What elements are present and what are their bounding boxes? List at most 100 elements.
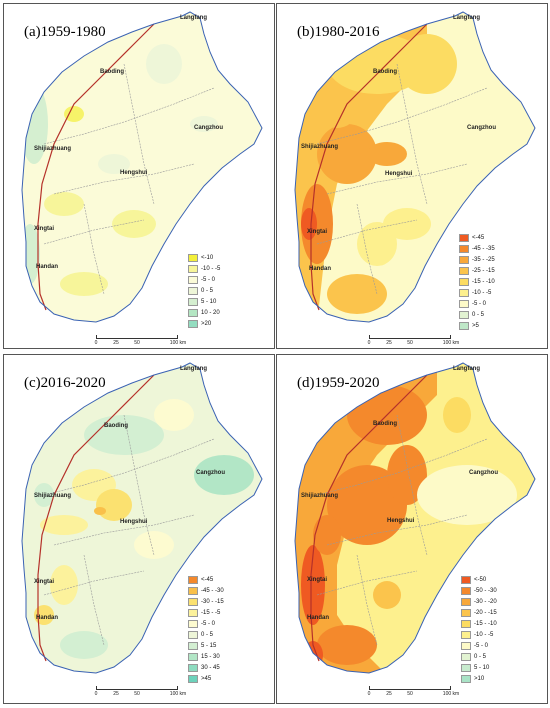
legend-label: -10 - -5 — [201, 265, 221, 272]
legend-swatch — [188, 608, 198, 617]
legend-label: -5 - 0 — [201, 620, 216, 627]
legend-label: >45 — [201, 675, 212, 682]
legend-entry: >45 — [188, 673, 224, 684]
legend-swatch — [461, 663, 471, 672]
legend-label: -30 - -15 — [201, 598, 224, 605]
admin-lines — [43, 414, 215, 646]
city-handan: Handan — [309, 266, 332, 272]
legend-swatch — [461, 641, 471, 650]
legend-swatch — [459, 310, 469, 319]
city-langfang: Langfang — [180, 366, 207, 372]
city-xingtai: Xingtai — [307, 229, 328, 235]
admin-lines — [316, 414, 488, 646]
legend-label: <-45 — [201, 576, 214, 583]
legend-swatch — [461, 630, 471, 639]
legend-entry: -10 - -5 — [461, 629, 497, 640]
legend-label: <-45 — [472, 234, 485, 241]
legend-label: -25 - -15 — [472, 267, 495, 274]
city-shijiazhuang: Shijiazhuang — [34, 493, 72, 499]
city-hengshui: Hengshui — [120, 519, 148, 525]
legend-swatch — [188, 597, 198, 606]
legend-label: 30 - 45 — [201, 664, 220, 671]
legend-entry: -5 - 0 — [459, 298, 495, 309]
legend-label: 0 - 5 — [201, 287, 214, 294]
map-panel-c: (c)2016-2020 Langfang Baoding Cangzhou S… — [3, 354, 275, 704]
legend-swatch — [188, 652, 198, 661]
scale-tick-0: 0 — [367, 340, 371, 346]
legend-swatch — [461, 575, 471, 584]
legend-label: 10 - 20 — [201, 309, 220, 316]
legend-swatch — [188, 674, 198, 683]
legend-label: 5 - 10 — [474, 664, 490, 671]
legend-label: >5 — [472, 322, 479, 329]
legend-entry: >10 — [461, 673, 497, 684]
city-cangzhou: Cangzhou — [196, 470, 225, 476]
panel-title: (b)1980-2016 — [297, 24, 380, 40]
city-shijiazhuang: Shijiazhuang — [301, 144, 339, 150]
legend-entry: 0 - 5 — [459, 309, 495, 320]
legend-swatch — [188, 264, 198, 273]
legend-entry: -10 - -5 — [188, 263, 220, 274]
legend-swatch — [459, 233, 469, 242]
city-baoding: Baoding — [373, 421, 397, 427]
region-boundary — [21, 11, 263, 323]
legend-swatch — [461, 619, 471, 628]
scale-tick-100: 100 km — [169, 691, 187, 697]
scale-tick-25: 25 — [386, 691, 392, 697]
legend-entry: 10 - 20 — [188, 307, 220, 318]
city-handan: Handan — [307, 615, 330, 621]
legend-swatch — [461, 652, 471, 661]
map-legend: <-50 -50 - -30 -30 - -20 -20 - -15 -15 - -10… — [461, 574, 497, 684]
legend-entry: -10 - -5 — [459, 287, 495, 298]
scale-tick-25: 25 — [113, 691, 119, 697]
city-hengshui: Hengshui — [387, 518, 415, 524]
value-patches — [22, 44, 218, 296]
city-xingtai: Xingtai — [34, 226, 55, 232]
legend-entry: 5 - 10 — [461, 662, 497, 673]
railway-line — [310, 23, 428, 311]
scale-tick-25: 25 — [386, 340, 392, 346]
map-canvas — [21, 11, 263, 323]
scale-bar: 0 25 50 100 km — [94, 335, 186, 351]
scale-tick-100: 100 km — [442, 691, 460, 697]
city-cangzhou: Cangzhou — [467, 125, 496, 131]
legend-swatch — [459, 299, 469, 308]
city-cangzhou: Cangzhou — [469, 470, 498, 476]
city-handan: Handan — [36, 615, 59, 621]
legend-swatch — [188, 319, 198, 328]
legend-entry: <-45 — [188, 574, 224, 585]
admin-lines — [316, 63, 488, 295]
legend-swatch — [188, 308, 198, 317]
legend-label: -15 - -10 — [472, 278, 495, 285]
legend-entry: 0 - 5 — [188, 629, 224, 640]
legend-label: -50 - -30 — [474, 587, 497, 594]
legend-entry: -5 - 0 — [188, 618, 224, 629]
legend-swatch — [459, 288, 469, 297]
legend-entry: -50 - -30 — [461, 585, 497, 596]
legend-entry: -45 - -30 — [188, 585, 224, 596]
city-shijiazhuang: Shijiazhuang — [34, 146, 72, 152]
city-xingtai: Xingtai — [307, 577, 328, 583]
legend-swatch — [188, 286, 198, 295]
scale-tick-50: 50 — [134, 340, 140, 346]
scale-tick-0: 0 — [94, 340, 98, 346]
scale-tick-50: 50 — [407, 340, 413, 346]
legend-label: 15 - 30 — [201, 653, 220, 660]
legend-label: -10 - -5 — [474, 631, 494, 638]
legend-entry: -15 - -10 — [461, 618, 497, 629]
legend-entry: >20 — [188, 318, 220, 329]
legend-swatch — [188, 619, 198, 628]
legend-label: <-50 — [474, 576, 487, 583]
legend-swatch — [459, 266, 469, 275]
legend-swatch — [188, 253, 198, 262]
legend-entry: 5 - 10 — [188, 296, 220, 307]
legend-entry: -5 - 0 — [461, 640, 497, 651]
legend-entry: -15 - -10 — [459, 276, 495, 287]
railway-line — [37, 374, 155, 662]
map-canvas — [294, 362, 536, 674]
map-canvas — [21, 362, 263, 674]
legend-swatch — [188, 641, 198, 650]
scale-bar: 0 25 50 100 km — [95, 686, 186, 702]
legend-label: -20 - -15 — [474, 609, 497, 616]
scale-tick-100: 100 km — [442, 340, 460, 346]
